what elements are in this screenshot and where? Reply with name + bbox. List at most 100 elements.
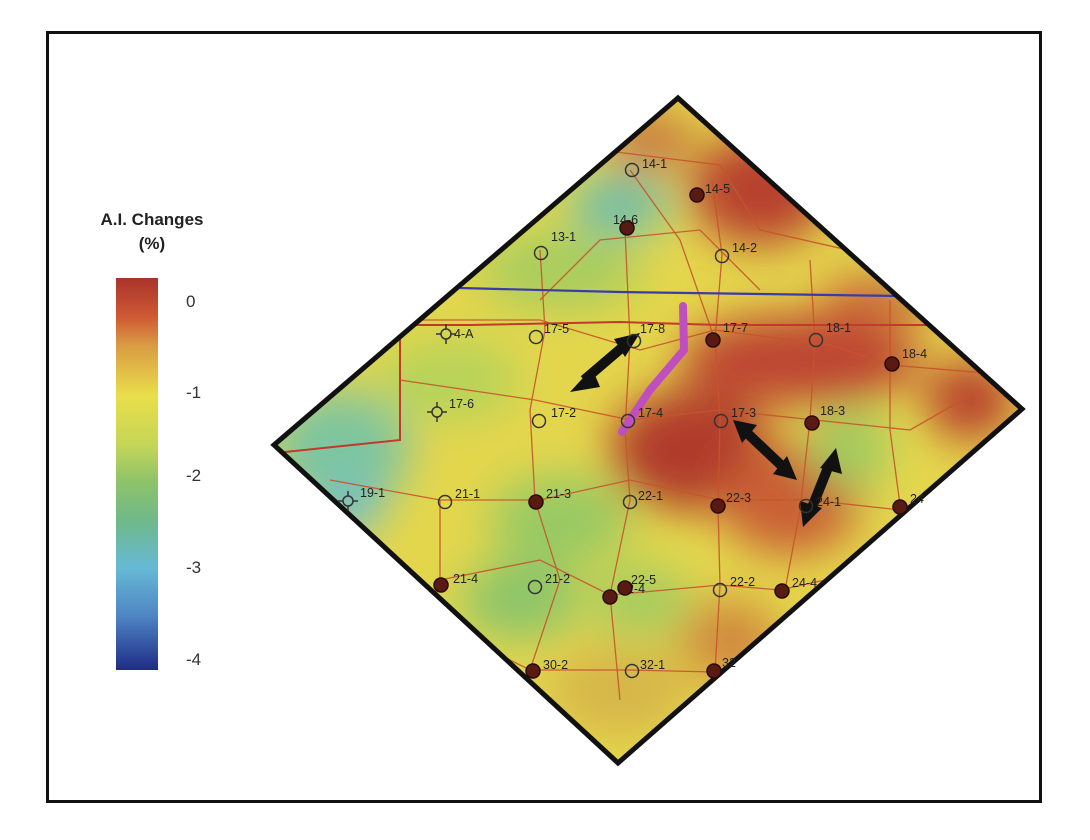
well-markers: 14-1 14-5 14-6 13-1 14-2 4-A 17-5 17-8 17-7 18-1 1… (338, 157, 927, 679)
legend-title: A.I. Changes (%) (72, 208, 232, 256)
well-label: 21-1 (455, 487, 480, 501)
well-22-1: 22-1 (622, 489, 663, 510)
well-label: 17-6 (449, 397, 474, 411)
well-18-4: 18-4 (884, 347, 927, 372)
well-17-4: 17-4 (620, 406, 663, 429)
producer-well-icon (525, 663, 541, 679)
producer-well-icon (689, 187, 705, 203)
injector-well-icon (528, 329, 544, 345)
well-21-3: 21-3 (528, 487, 571, 510)
injector-well-icon (713, 413, 729, 429)
well-label: 18-4 (902, 347, 927, 361)
heatmap-field (274, 98, 1022, 763)
map-border (270, 94, 1026, 767)
producer-well-icon (433, 577, 449, 593)
well-21-4: 21-4 (433, 572, 478, 593)
injector-well-icon (620, 413, 636, 429)
producer-well-icon (528, 494, 544, 510)
injector-well-icon (808, 332, 824, 348)
legend-tick-1: -1 (186, 383, 202, 402)
well-label: 17-3 (731, 406, 756, 420)
star-well-icon (338, 491, 358, 511)
well-label: 22-3 (726, 491, 751, 505)
star-well-icon (427, 402, 447, 422)
well-label: 22-1 (638, 489, 663, 503)
well-label: 24-4 (792, 576, 817, 590)
well-label: 4-A (454, 327, 474, 341)
well-17-6: 17-6 (427, 397, 474, 422)
well-17-8: 17-8 (626, 322, 665, 349)
legend-tick-0: 0 (186, 292, 196, 311)
producer-well-icon (602, 589, 618, 605)
well-label: 17-7 (723, 321, 748, 335)
double-arrow-1 (570, 333, 640, 392)
well-label: 19-1 (360, 486, 385, 500)
well-21-1: 21-1 (437, 487, 480, 510)
well-label: 14-1 (642, 157, 667, 171)
well-30-2: 30-2 (525, 658, 568, 679)
well-label: 17-5 (544, 322, 569, 336)
legend-title-line2: (%) (138, 234, 166, 253)
producer-well-icon (710, 498, 726, 514)
injector-well-icon (714, 248, 730, 264)
well-22-2: 22-2 (712, 575, 755, 598)
well-label: 21-3 (546, 487, 571, 501)
injector-well-icon (622, 494, 638, 510)
well-label: 24 (910, 492, 924, 506)
double-arrow-2 (733, 420, 797, 480)
well-14-5: 14-5 (689, 182, 730, 203)
producer-well-icon (804, 415, 820, 431)
fault-line (618, 302, 689, 436)
well-label: 32 (722, 656, 736, 670)
injector-well-icon (626, 333, 642, 349)
well-14-1: 14-1 (624, 157, 667, 178)
well-label: 18-3 (820, 404, 845, 418)
well-label: 22-2 (730, 575, 755, 589)
injector-well-icon (533, 245, 549, 261)
well-14-2: 14-2 (714, 241, 757, 264)
well-14-6: 14-6 (613, 213, 638, 236)
well-label: 14-5 (705, 182, 730, 196)
well-label: 17-4 (638, 406, 663, 420)
producer-well-icon (617, 580, 633, 596)
legend-tick-3: -3 (186, 558, 202, 577)
well-label: 30-2 (543, 658, 568, 672)
well-22-5: 22-5 (617, 573, 656, 596)
well-label: 17-8 (640, 322, 665, 336)
injector-well-icon (624, 663, 640, 679)
injector-well-icon (624, 162, 640, 178)
injector-well-icon (798, 498, 814, 514)
producer-well-icon (705, 332, 721, 348)
legend-tick-2: -2 (186, 466, 202, 485)
well-18-1: 18-1 (808, 321, 851, 348)
well-17-2: 17-2 (531, 406, 576, 429)
flow-arrows (570, 333, 842, 527)
producer-well-icon (619, 220, 635, 236)
well-label: 32-1 (640, 658, 665, 672)
well-19-1: 19-1 (338, 486, 385, 511)
well-24-4: 24-4 (774, 576, 817, 599)
producer-well-icon (706, 663, 722, 679)
well-17-7: 17-7 (705, 321, 748, 348)
well-label: 13-1 (551, 230, 576, 244)
legend-tick-4: -4 (186, 650, 202, 669)
well-label: 21-4 (453, 572, 478, 586)
well-17-3: 17-3 (713, 406, 756, 429)
well-24: 24 (892, 492, 924, 515)
well-label: 22-5 (631, 573, 656, 587)
star-well-icon (436, 324, 456, 344)
double-arrow-3 (800, 448, 842, 527)
well-22-3: 22-3 (710, 491, 751, 514)
well-label: 18-1 (826, 321, 851, 335)
well-4-A: 4-A (436, 324, 474, 344)
well-32: 32 (706, 656, 736, 679)
well-label: 17-2 (551, 406, 576, 420)
color-scale-bar (116, 278, 158, 670)
legend-title-line1: A.I. Changes (100, 210, 204, 229)
injector-well-icon (437, 494, 453, 510)
well-18-3: 18-3 (804, 404, 845, 431)
block-boundary-line-west (284, 325, 401, 453)
well-24-1: 24-1 (798, 495, 841, 514)
well-label: 21-2 (545, 572, 570, 586)
